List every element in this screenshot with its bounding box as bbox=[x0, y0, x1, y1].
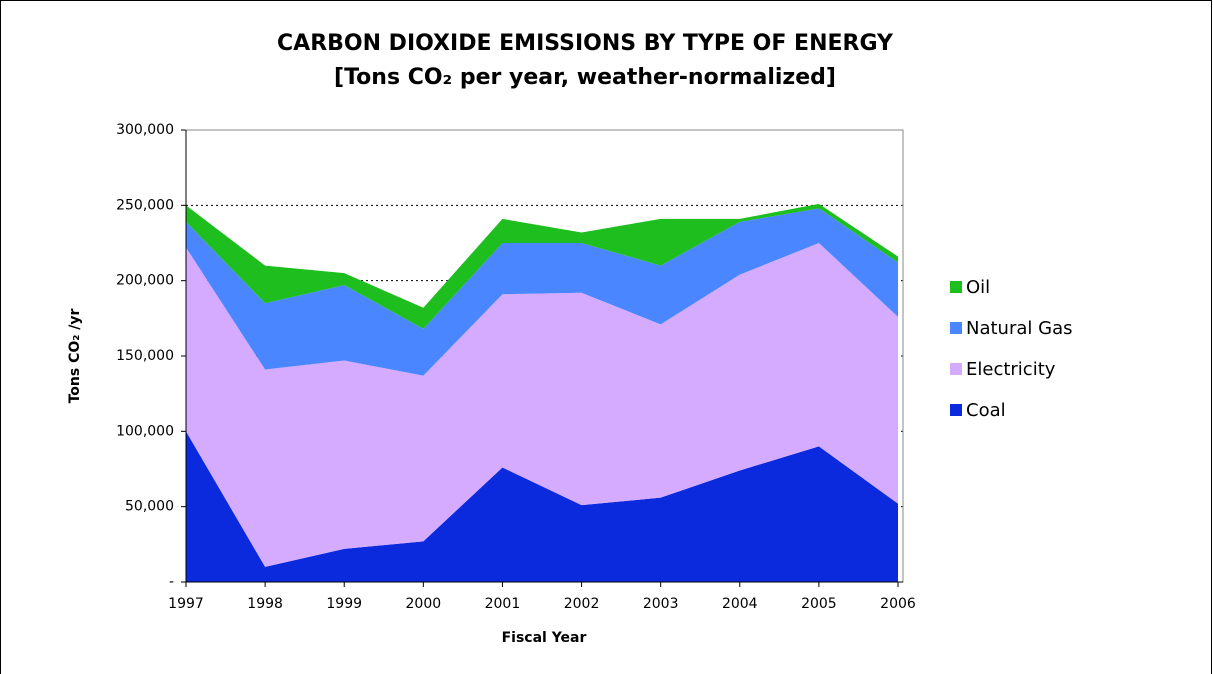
legend-label: Oil bbox=[966, 277, 990, 298]
x-tick-label: 2003 bbox=[643, 596, 679, 612]
x-tick-label: 1997 bbox=[168, 596, 204, 612]
y-axis-label: Tons CO₂ /yr bbox=[67, 309, 83, 404]
area bbox=[186, 243, 898, 567]
area bbox=[186, 208, 898, 376]
legend-label: Natural Gas bbox=[966, 318, 1072, 339]
x-tick-label: 2006 bbox=[880, 596, 916, 612]
legend-label: Coal bbox=[966, 400, 1006, 421]
y-tick-label: - bbox=[169, 574, 174, 590]
x-tick-label: 2005 bbox=[801, 596, 837, 612]
legend-swatch bbox=[950, 281, 962, 293]
y-tick-label: 100,000 bbox=[116, 423, 174, 439]
legend-swatch bbox=[950, 363, 962, 375]
chart-title: CARBON DIOXIDE EMISSIONS BY TYPE OF ENER… bbox=[277, 31, 894, 56]
legend-swatch bbox=[950, 404, 962, 416]
legend-label: Electricity bbox=[966, 359, 1056, 380]
x-tick-label: 2002 bbox=[564, 596, 600, 612]
y-tick-label: 250,000 bbox=[116, 197, 174, 213]
area bbox=[186, 203, 898, 329]
x-tick-label: 1999 bbox=[326, 596, 362, 612]
x-axis-label: Fiscal Year bbox=[502, 630, 587, 646]
x-tick-label: 1998 bbox=[247, 596, 283, 612]
legend-swatch bbox=[950, 322, 962, 334]
y-tick-label: 150,000 bbox=[116, 348, 174, 364]
y-tick-label: 50,000 bbox=[125, 499, 174, 515]
x-tick-label: 2001 bbox=[485, 596, 521, 612]
x-tick-label: 2004 bbox=[722, 596, 758, 612]
y-tick-label: 300,000 bbox=[116, 122, 174, 138]
y-tick-label: 200,000 bbox=[116, 273, 174, 289]
area bbox=[186, 431, 898, 582]
x-tick-label: 2000 bbox=[406, 596, 442, 612]
chart-subtitle: [Tons CO₂ per year, weather-normalized] bbox=[334, 65, 836, 90]
